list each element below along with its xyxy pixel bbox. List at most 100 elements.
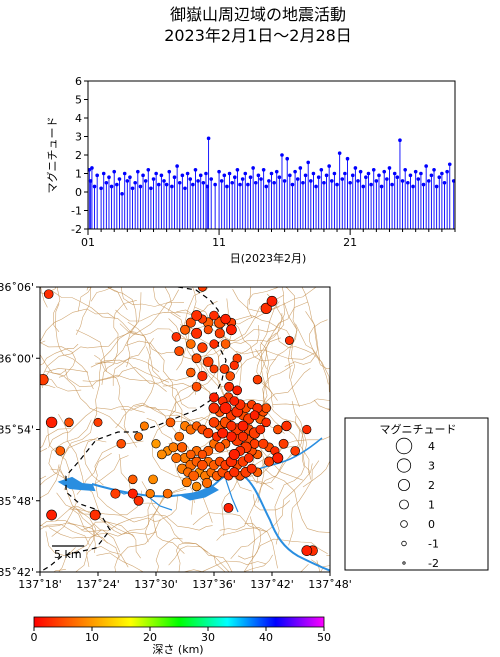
contour-line (62, 330, 137, 460)
epicenter-point (171, 332, 181, 342)
magnitude-point (406, 180, 410, 185)
contour-line (58, 414, 101, 520)
epicenter-point (134, 432, 143, 441)
epicenter-point (185, 317, 196, 328)
contour-line (48, 406, 145, 448)
contour-line (237, 538, 328, 560)
magnitude-point (371, 168, 376, 172)
map-longitude-label: 137˚30' (134, 578, 178, 591)
magnitude-point (421, 182, 426, 187)
magnitude-point (343, 171, 347, 176)
magnitude-point (107, 175, 111, 179)
epicenter-point (260, 302, 272, 314)
epicenter-point (197, 449, 207, 460)
chart-title-line2: 2023年2月1日～2月28日 (164, 26, 352, 45)
magnitude-y-tick-label: 2 (75, 149, 82, 162)
map-longitude-label: 137˚24' (76, 578, 120, 591)
epicenter-point (151, 439, 161, 449)
map-latitude-ticks: 36˚06' 36˚00' 35˚54' 35˚48' 35˚42' (0, 281, 40, 579)
contour-line (40, 308, 116, 375)
magnitude-point (369, 182, 373, 187)
contour-line (40, 438, 107, 500)
contour-line (168, 545, 273, 572)
magnitude-point (298, 166, 303, 170)
magnitude-y-tick-label: -2 (71, 223, 82, 236)
epicenter-point (203, 427, 214, 439)
magnitude-point (361, 184, 366, 189)
magnitude-point (253, 180, 258, 185)
magnitude-point (136, 169, 140, 174)
map-longitude-ticks: 137˚18' 137˚24' 137˚30' 137˚36' 137˚42' 137˚4… (18, 572, 352, 591)
magnitude-point (198, 173, 203, 178)
legend-circle (400, 520, 408, 528)
magnitude-point (92, 184, 97, 189)
epicenter-point (181, 477, 192, 488)
contour-line (302, 460, 330, 488)
map-longitude-label: 137˚42' (250, 578, 294, 591)
colorbar-tick-label: 10 (85, 631, 99, 644)
contour-line (235, 332, 277, 375)
epicenter-point (209, 364, 219, 374)
epicenter-point (219, 402, 232, 415)
epicenter-point (301, 545, 313, 556)
colorbar-tick-label: 0 (31, 631, 38, 644)
magnitude-point (99, 186, 103, 191)
contour-line (90, 359, 196, 384)
epicenter-point (171, 452, 182, 464)
contour-line (90, 287, 114, 302)
contour-line (313, 399, 330, 412)
magnitude-x-axis-label: 日(2023年2月) (230, 251, 307, 265)
contour-line (192, 512, 268, 533)
epicenter-point (148, 474, 158, 485)
magnitude-point (290, 182, 295, 187)
contour-line (155, 537, 183, 572)
epicenter-point (258, 438, 269, 449)
epicenter-point (229, 467, 240, 478)
contour-line (50, 468, 77, 537)
contour-line (309, 319, 330, 370)
magnitude-point (213, 182, 217, 187)
magnitude-point (109, 184, 114, 189)
magnitude-point (256, 173, 261, 178)
epicenter-point (223, 502, 234, 513)
magnitude-y-axis-label: マグニチュード (45, 117, 59, 194)
magnitude-point (374, 179, 379, 183)
epicenter-point (226, 420, 237, 431)
epicenter-point (127, 488, 138, 499)
magnitude-point (327, 164, 331, 168)
magnitude-point (170, 184, 174, 189)
magnitude-point (115, 182, 119, 187)
magnitude-point (395, 175, 400, 179)
colorbar-tick-label: 20 (143, 631, 157, 644)
map-latitude-label: 35˚54' (0, 424, 34, 437)
epicenter-point (249, 410, 260, 421)
magnitude-point (188, 177, 193, 181)
magnitude-point (316, 175, 321, 179)
epicenter-markers (40, 287, 318, 556)
magnitude-point (164, 182, 169, 187)
contour-line (295, 323, 329, 385)
contour-line (274, 415, 305, 545)
contour-line (77, 509, 96, 568)
map-longitude-label: 137˚48' (308, 578, 352, 591)
legend-circle (397, 478, 410, 491)
magnitude-point (377, 173, 381, 178)
contour-line (272, 398, 330, 406)
magnitude-y-tick-label: 3 (75, 131, 82, 144)
contour-line (51, 290, 191, 341)
epicenter-point (174, 431, 184, 442)
magnitude-point (447, 162, 452, 167)
epicenter-point (228, 448, 240, 460)
contour-line (120, 338, 155, 411)
epicenter-point (266, 295, 278, 307)
contour-line (327, 408, 330, 410)
magnitude-point (95, 173, 99, 178)
map-longitude-label: 137˚18' (18, 578, 62, 591)
epicenter-point (290, 446, 301, 456)
epicenter-point (237, 420, 249, 432)
colorbar-label: 深さ (km) (152, 643, 203, 656)
epicenter-point (232, 385, 242, 396)
contour-line (231, 399, 311, 480)
epicenter-point (284, 335, 294, 345)
